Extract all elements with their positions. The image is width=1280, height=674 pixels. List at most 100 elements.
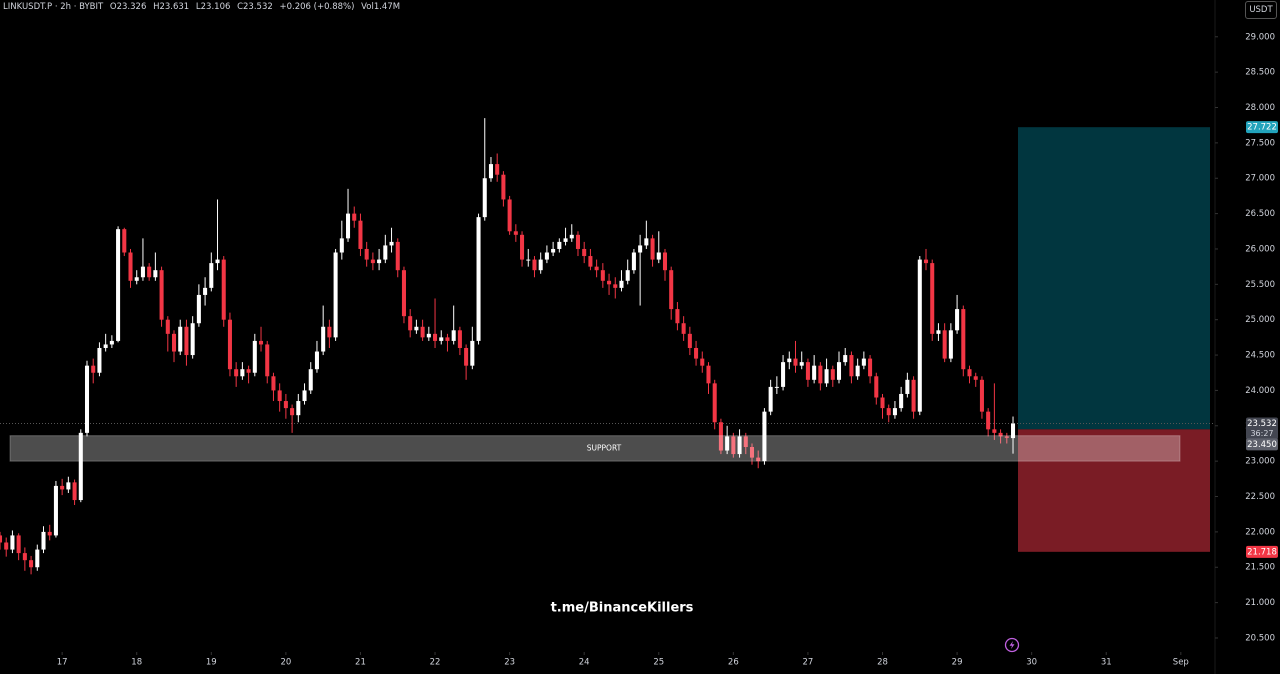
x-tick-label: 26: [728, 658, 739, 668]
candle-body: [433, 333, 438, 341]
candle-body: [979, 379, 984, 412]
candle-body: [911, 379, 916, 412]
candle-body: [681, 323, 686, 334]
y-tick-label: 21.000: [1245, 598, 1275, 608]
candle-body: [917, 259, 922, 412]
candle-body: [613, 284, 618, 288]
candle-body: [986, 411, 991, 430]
candle-body: [364, 248, 369, 260]
candle-body: [116, 229, 121, 341]
candle-body: [60, 485, 65, 490]
candle-body: [184, 326, 189, 356]
ohlc-open: O23.326: [109, 2, 147, 12]
candle-body: [35, 549, 40, 568]
candle-body: [799, 362, 804, 366]
candle-body: [333, 252, 338, 338]
candle-body: [551, 248, 556, 253]
y-tick-label: 27.500: [1245, 138, 1275, 148]
candle-body: [283, 401, 288, 409]
candle-body: [358, 220, 363, 249]
x-tick-label: 30: [1026, 658, 1037, 668]
candle-body: [849, 355, 854, 377]
candle-body: [408, 316, 413, 331]
candle-body: [774, 386, 779, 388]
x-tick-label: 29: [952, 658, 963, 668]
currency-button[interactable]: USDT: [1245, 1, 1277, 19]
candle-body: [749, 447, 755, 458]
candle-body: [395, 241, 400, 271]
candle-body: [948, 330, 953, 359]
candle-body: [843, 355, 848, 363]
candle-body: [488, 164, 493, 179]
y-tick-label: 26.000: [1245, 244, 1275, 254]
candle-body: [190, 323, 195, 356]
candle-body: [159, 270, 164, 320]
candle-body: [327, 326, 332, 338]
y-tick-label: 28.000: [1245, 103, 1275, 113]
entry-price-tag-bg: [1246, 438, 1278, 451]
candle-body: [72, 482, 77, 501]
bolt-icon[interactable]: [1004, 637, 1020, 653]
target-price-tag-bg: [1246, 121, 1278, 134]
candle-body: [768, 386, 773, 412]
candle-body: [955, 309, 960, 331]
bar-countdown: 36:27: [1250, 429, 1273, 438]
candle-body: [675, 309, 680, 324]
candle-body: [805, 362, 810, 380]
candle-body: [209, 263, 214, 288]
loss-zone: [1018, 429, 1210, 552]
target-price-tag: 27.722: [1247, 123, 1277, 133]
candle-body: [992, 429, 997, 433]
candle-body: [967, 369, 972, 377]
stop-price-tag-bg: [1246, 545, 1278, 558]
candle-body: [501, 174, 506, 200]
candle-body: [451, 330, 456, 341]
candle-body: [781, 362, 786, 387]
stop-price-tag: 21.718: [1247, 547, 1277, 557]
y-tick-label: 25.500: [1245, 280, 1275, 290]
y-tick-label: 20.500: [1245, 633, 1275, 643]
y-tick-label: 29.000: [1245, 32, 1275, 42]
x-tick-label: 24: [579, 658, 590, 668]
candle-body: [290, 408, 295, 416]
candle-body: [153, 270, 158, 278]
candle-body: [203, 287, 208, 295]
candle-body: [476, 217, 481, 341]
candle-body: [700, 358, 705, 366]
candle-body: [824, 369, 829, 384]
candle-body: [0, 535, 3, 543]
candle-body: [103, 344, 108, 348]
x-tick-label: Sep: [1173, 658, 1189, 668]
candle-body: [265, 344, 270, 377]
candle-body: [302, 390, 307, 402]
candle-body: [582, 248, 587, 257]
x-tick-label: 21: [355, 658, 366, 668]
candle-body: [718, 422, 723, 451]
candle-body: [91, 365, 96, 373]
ohlc-high: H23.631: [153, 2, 190, 12]
candle-body: [557, 241, 562, 249]
candle-body: [227, 319, 232, 370]
candle-body: [165, 319, 170, 334]
candle-body: [196, 294, 201, 324]
candle-body: [756, 457, 761, 462]
candle-body: [513, 231, 518, 235]
candle-body: [712, 383, 717, 423]
support-zone: [9, 435, 1181, 462]
bolt-shape: [1009, 641, 1015, 649]
candle-body: [706, 365, 711, 384]
candle-body: [526, 259, 531, 261]
y-tick-label: 24.000: [1245, 386, 1275, 396]
candle-body: [314, 351, 319, 370]
ohlc-close: C23.532: [237, 2, 273, 12]
candle-body: [4, 542, 9, 550]
candle-body: [868, 358, 873, 377]
candle-body: [731, 436, 736, 455]
candle-body: [818, 365, 823, 384]
y-tick-label: 23.000: [1245, 457, 1275, 467]
current-price-tag: 23.532: [1247, 419, 1277, 429]
candle-body: [339, 238, 344, 253]
candle-body: [569, 234, 574, 239]
candle-body: [520, 234, 525, 260]
